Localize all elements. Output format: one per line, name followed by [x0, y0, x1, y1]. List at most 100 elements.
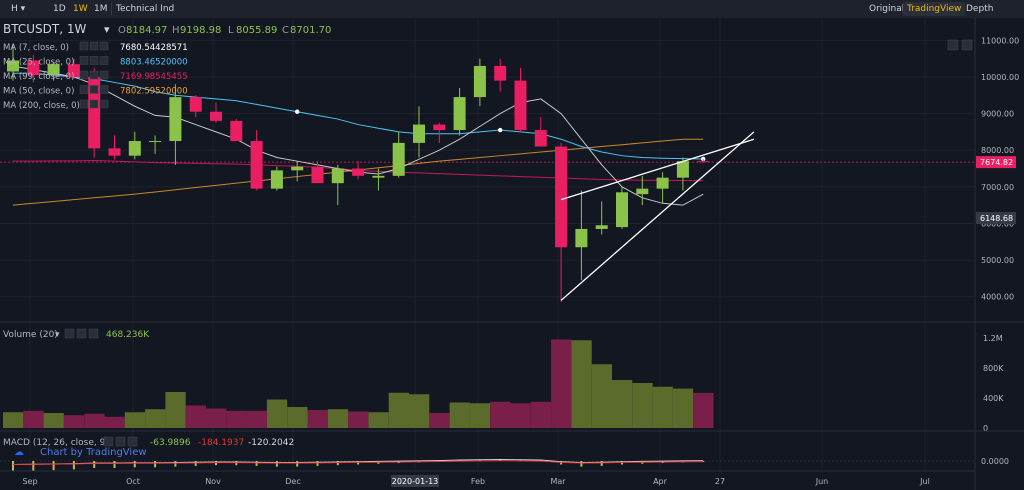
trendline — [560, 138, 755, 201]
timeframe-1w-button[interactable]: 1W — [73, 4, 88, 14]
timeframe-dropdown-hour[interactable]: H ▾ — [11, 4, 26, 14]
volume-tick-label: 400K — [983, 394, 1004, 403]
candle-body — [494, 65, 507, 81]
volume-close-icon[interactable] — [88, 328, 99, 339]
candle-body — [676, 161, 689, 178]
price-legend: BTCUSDT, 1W ▾ O 8184.97 H 9198.98 L 8055… — [3, 22, 331, 36]
ma-settings-icon — [89, 56, 99, 65]
candle-body — [453, 97, 466, 131]
volume-bar — [104, 416, 125, 428]
ma-point-marker — [295, 109, 300, 114]
price-tick-label: 8000.00 — [981, 146, 1014, 155]
time-tick-label: Nov — [205, 477, 221, 486]
price-tag — [976, 156, 1016, 169]
svg-text:C: C — [282, 25, 289, 36]
candle-body — [149, 141, 162, 143]
price-tick-label: 11000.00 — [981, 36, 1019, 45]
volume-bar — [672, 388, 694, 428]
ma-point-marker — [498, 127, 503, 133]
macd-close-icon[interactable] — [127, 436, 138, 447]
view-tradingview-button[interactable]: TradingView — [903, 2, 966, 16]
volume-bar — [632, 383, 653, 428]
time-tick-label: Jul — [919, 477, 930, 486]
volume-bar — [652, 386, 673, 428]
time-tick-label: 27 — [715, 477, 725, 486]
price-tag-label: 7674.82 — [980, 158, 1013, 167]
ohlc-close: 8701.70 — [290, 25, 331, 36]
ma-legend-value: 8803.46520000 — [120, 58, 188, 68]
ohlc-low: 8055.89 — [236, 25, 277, 36]
trendline — [560, 131, 755, 301]
time-tick-label: Apr — [653, 477, 668, 486]
time-tick-label: Feb — [471, 477, 485, 486]
candle-body — [88, 76, 101, 149]
macd-histogram-bar — [113, 461, 116, 468]
technical-indicators-button[interactable]: Technical Ind — [116, 4, 175, 14]
macd-signal-line — [12, 460, 704, 465]
ma-legend-label: MA (7, close, 0) — [3, 43, 69, 53]
ma-legend-value: 7680.54428571 — [120, 43, 188, 53]
macd-value: -63.9896 — [150, 438, 191, 448]
candle-body — [616, 192, 628, 228]
volume-bar — [348, 411, 369, 428]
volume-bar — [591, 364, 612, 428]
collapse-pane-icon[interactable] — [947, 39, 959, 51]
volume-bar — [266, 399, 288, 428]
timeframe-1m-button[interactable]: 1M — [94, 4, 108, 14]
volume-bar — [63, 415, 85, 428]
tradingview-logo-icon: ☁ — [14, 447, 24, 458]
symbol-label[interactable]: BTCUSDT, 1W — [3, 22, 86, 36]
volume-bar — [84, 413, 105, 428]
macd-histogram-bar — [296, 461, 299, 467]
timeframe-1d-button[interactable]: 1D — [53, 4, 66, 14]
macd-label[interactable]: MACD (12, 26, close, 9) — [3, 438, 109, 448]
ma-legend-label: MA (50, close, 0) — [3, 87, 74, 97]
volume-tick-label: 0 — [983, 424, 988, 433]
price-tick-label: 10000.00 — [981, 73, 1019, 82]
candle-body — [67, 64, 80, 77]
view-depth-button[interactable]: Depth — [966, 4, 994, 14]
tradingview-watermark: Chart by TradingView — [40, 447, 147, 458]
macd-settings-icon[interactable] — [115, 436, 126, 447]
macd-tick-label: 0.0000 — [981, 457, 1009, 466]
candle-body — [636, 188, 649, 195]
ma-legend: MA (7, close, 0) 7680.54428571 MA (25, clo… — [3, 41, 188, 111]
price-tick-label: 7000.00 — [981, 183, 1014, 192]
macd-visibility-icon[interactable] — [103, 436, 114, 447]
macd-histogram-bar — [255, 461, 258, 466]
candle-body — [27, 60, 40, 76]
maximize-pane-icon[interactable] — [961, 39, 973, 51]
view-original-button[interactable]: Original — [869, 4, 905, 14]
candlestick-chart[interactable]: 11000.0010000.009000.008000.007000.00600… — [0, 18, 1024, 490]
svg-text:▾: ▾ — [55, 330, 60, 340]
volume-bar — [185, 405, 206, 428]
macd-histogram-bar — [478, 459, 481, 461]
volume-bar — [124, 412, 146, 428]
volume-value: 468.236K — [106, 330, 150, 340]
ma-legend-value: 7802.59520000 — [120, 87, 188, 97]
volume-bar — [490, 401, 511, 428]
svg-text:▾: ▾ — [104, 23, 110, 36]
volume-visibility-icon[interactable] — [64, 328, 75, 339]
macd-histogram-bar — [600, 461, 603, 466]
volume-bar — [530, 401, 552, 428]
volume-bar — [246, 410, 267, 428]
time-tick-label: Mar — [550, 477, 566, 486]
candle-body — [270, 170, 283, 189]
candle-body — [230, 120, 243, 142]
ma-visibility-icon — [79, 70, 89, 80]
ma-visibility-icon — [79, 85, 89, 94]
time-tick-label: Sep — [22, 477, 37, 486]
volume-legend: Volume (20) ▾ 468.236K — [3, 328, 150, 340]
volume-settings-icon[interactable] — [76, 328, 87, 339]
volume-label[interactable]: Volume (20) — [3, 330, 58, 340]
ma-settings-icon — [89, 70, 99, 80]
volume-bar — [449, 402, 470, 428]
macd-histogram-bar — [154, 461, 157, 468]
candle-body — [656, 177, 669, 189]
ma-visibility-icon — [79, 41, 89, 51]
candle-body — [169, 97, 182, 142]
price-tick-label: 9000.00 — [981, 110, 1014, 119]
candle-body — [433, 124, 446, 131]
crosshair-time-tag — [391, 475, 439, 487]
